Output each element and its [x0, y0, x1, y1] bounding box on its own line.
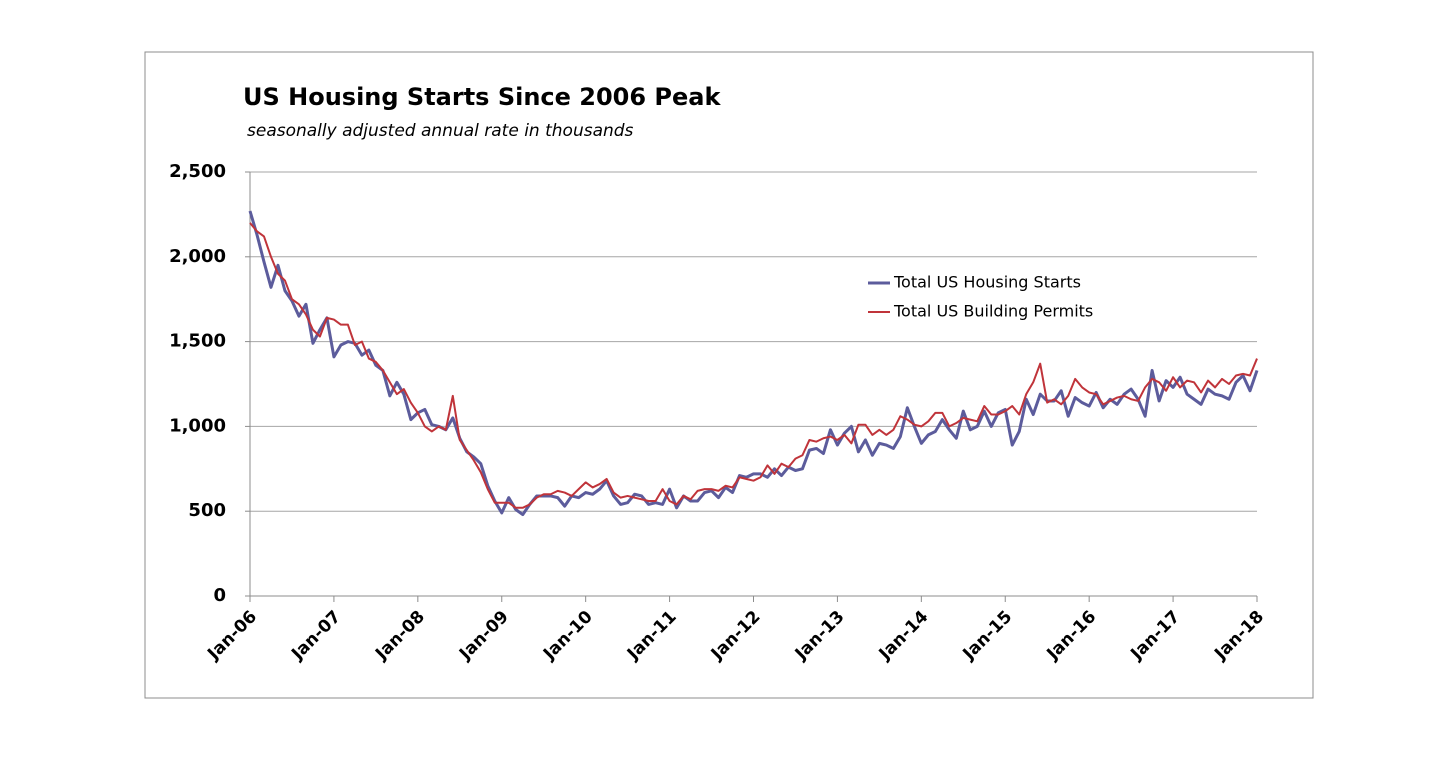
- legend-label: Total US Housing Starts: [893, 273, 1081, 292]
- y-tick-label: 1,500: [169, 331, 226, 352]
- y-tick-label: 2,000: [169, 246, 226, 267]
- chart-title: US Housing Starts Since 2006 Peak: [243, 83, 721, 111]
- chart-frame: [144, 51, 1314, 699]
- y-tick-label: 0: [213, 585, 226, 606]
- y-tick-label: 500: [188, 500, 226, 521]
- legend-label: Total US Building Permits: [893, 302, 1093, 321]
- chart-subtitle: seasonally adjusted annual rate in thous…: [247, 121, 634, 141]
- data-line: [249, 222, 1258, 509]
- y-tick-label: 1,000: [169, 415, 226, 436]
- y-tick-label: 2,500: [169, 161, 226, 182]
